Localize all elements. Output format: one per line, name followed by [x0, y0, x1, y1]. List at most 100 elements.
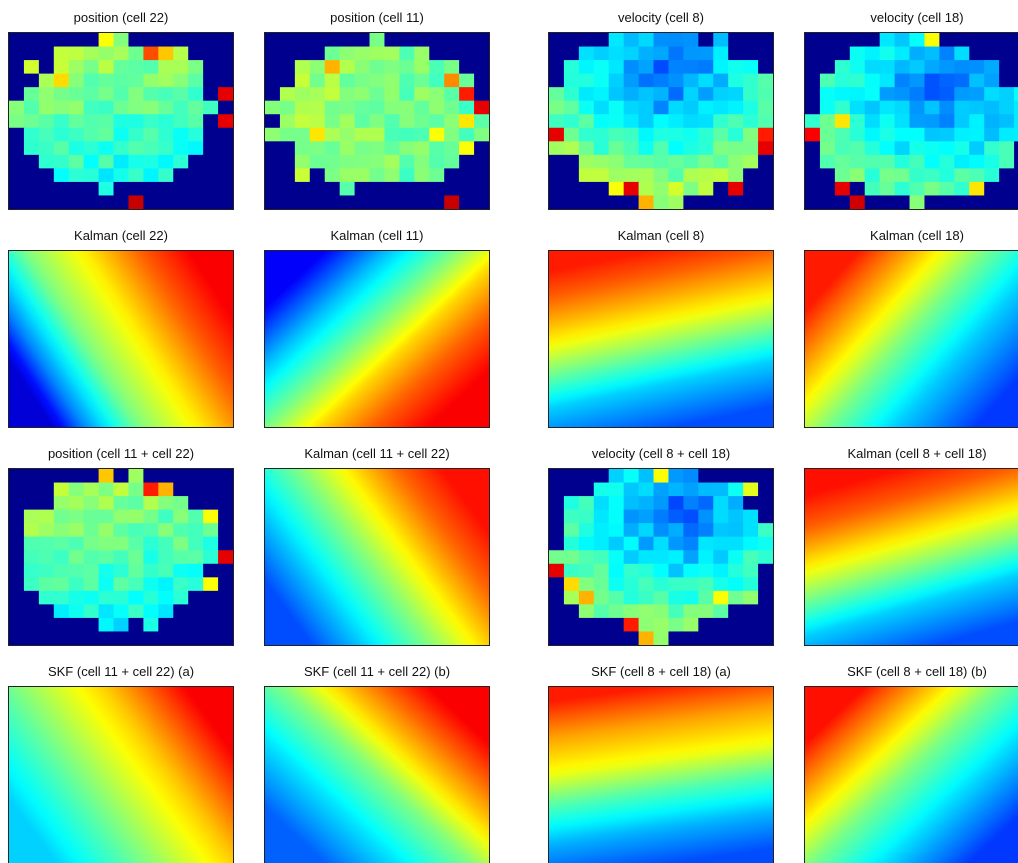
heatmap-cell [849, 100, 866, 115]
heatmap-cell [23, 168, 40, 183]
heatmap-cell [698, 60, 714, 75]
heatmap-cell [98, 46, 115, 61]
heatmap-cell [294, 141, 311, 156]
heatmap-cell [414, 60, 430, 75]
heatmap-cell [113, 168, 130, 183]
heatmap-cell [474, 100, 489, 115]
heatmap-cell [653, 46, 670, 61]
heatmap-cell [698, 563, 714, 578]
heatmap-cell [113, 523, 130, 538]
heatmap-cell [593, 100, 610, 115]
heatmap-cell [909, 73, 926, 88]
heatmap-cell [728, 154, 744, 169]
heatmap-cell [113, 631, 130, 645]
heatmap-cell [188, 617, 204, 633]
heatmap-cell [23, 631, 40, 645]
heatmap-cell [158, 577, 174, 592]
heatmap-cell [713, 590, 729, 605]
heatmap-cell [924, 33, 940, 48]
heatmap-cell [474, 127, 489, 142]
heatmap-cell [83, 100, 100, 115]
heatmap-cell [653, 604, 670, 619]
heatmap-cell [668, 523, 684, 538]
heatmap-cell [354, 46, 371, 61]
heatmap-cell [593, 114, 610, 129]
heatmap-cell [354, 127, 371, 142]
heatmap-cell [954, 73, 970, 88]
heatmap-cell [894, 33, 911, 48]
heatmap-cell [414, 87, 430, 102]
heatmap-cell [83, 631, 100, 645]
heatmap-cell [158, 181, 174, 197]
heatmap-cell [805, 127, 821, 142]
heatmap-cell [173, 46, 189, 61]
heatmap-cell [9, 523, 25, 538]
heatmap-cell [549, 60, 565, 75]
heatmap-cell [683, 154, 699, 169]
heatmap-cell [265, 46, 281, 61]
heatmap-cell [563, 482, 580, 497]
heatmap-cell [549, 114, 565, 129]
heatmap-cell [653, 523, 670, 538]
heatmap-cell [188, 482, 204, 497]
heatmap-cell [68, 563, 85, 578]
heatmap-cell [384, 181, 400, 197]
heatmap-cell [713, 168, 729, 183]
heatmap-cell [158, 87, 174, 102]
heatmap-cell [578, 195, 595, 209]
heatmap-cell [954, 114, 970, 129]
heatmap-cell [53, 73, 70, 88]
heatmap-cell [83, 195, 100, 209]
heatmap-cell [698, 550, 714, 565]
heatmap-cell [173, 536, 189, 551]
heatmap-cell [728, 536, 744, 551]
heatmap-cell [324, 33, 341, 48]
heatmap-cell [668, 631, 684, 645]
heatmap-cell [578, 87, 595, 102]
heatmap-cell [203, 181, 219, 197]
heatmap-cell [53, 60, 70, 75]
heatmap-cell [563, 100, 580, 115]
heatmap-cell [188, 577, 204, 592]
heatmap-cell [98, 141, 115, 156]
heatmap-cell [623, 154, 640, 169]
heatmap-cell [608, 73, 625, 88]
heatmap-cell [954, 127, 970, 142]
heatmap-cell [38, 46, 55, 61]
heatmap-cell [683, 168, 699, 183]
heatmap-cell [294, 100, 311, 115]
heatmap-cell [954, 60, 970, 75]
heatmap-cell [593, 181, 610, 197]
heatmap-cell [713, 114, 729, 129]
heatmap-cell [68, 482, 85, 497]
heatmap-cell [158, 73, 174, 88]
heatmap-cell [68, 631, 85, 645]
heatmap-cell [849, 87, 866, 102]
heatmap-cell [38, 536, 55, 551]
heatmap-cell [563, 127, 580, 142]
heatmap-cell [38, 631, 55, 645]
heatmap-cell [203, 73, 219, 88]
heatmap-position-cell-11-plus-22 [8, 468, 234, 646]
heatmap-cell [698, 482, 714, 497]
heatmap-cell [339, 141, 356, 156]
heatmap-cell [999, 73, 1015, 88]
heatmap-cell [713, 181, 729, 197]
heatmap-cell [999, 87, 1015, 102]
heatmap-cell [218, 60, 233, 75]
heatmap-cell [758, 114, 773, 129]
heatmap-cell [83, 46, 100, 61]
heatmap-cell [1014, 181, 1018, 197]
panel-title: velocity (cell 18) [870, 10, 964, 25]
heatmap-cell [683, 469, 699, 484]
heatmap-cell [698, 33, 714, 48]
heatmap-cell [369, 127, 386, 142]
heatmap-cell [38, 496, 55, 511]
heatmap-cell [954, 100, 970, 115]
heatmap-cell [429, 181, 445, 197]
heatmap-cell [38, 181, 55, 197]
heatmap-cell [743, 469, 759, 484]
heatmap-svg [549, 33, 773, 209]
heatmap-cell [683, 604, 699, 619]
heatmap-cell [265, 73, 281, 88]
